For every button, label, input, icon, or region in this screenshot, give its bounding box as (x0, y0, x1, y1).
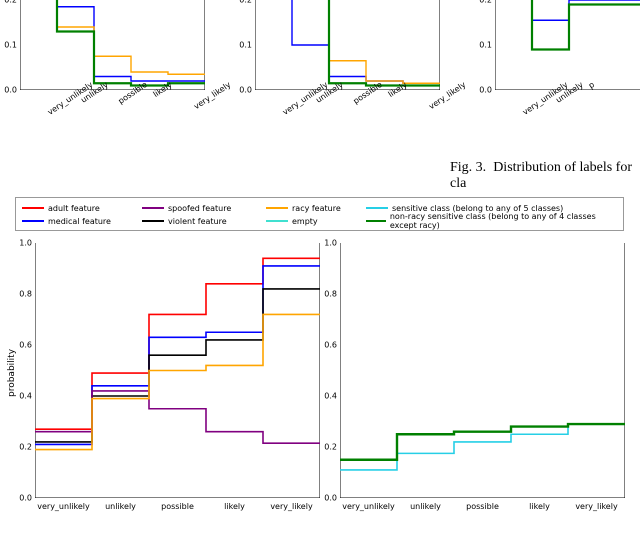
series-medical (495, 0, 640, 20)
series-nonracy (495, 0, 640, 50)
legend-label: spoofed feature (168, 204, 231, 213)
xtick-label: very_likely (427, 80, 467, 111)
ytick-label: 0.2 (324, 443, 340, 452)
xtick-label: unlikely (410, 502, 441, 511)
series-adult (35, 258, 320, 429)
xtick-row: very_unlikelyunlikelypossiblelikelyvery_… (255, 78, 440, 112)
mini-chart-svg (20, 0, 205, 90)
ytick-label: 0.8 (19, 290, 35, 299)
ytick-label: 1.0 (19, 239, 35, 248)
top-panel-1: 0.00.10.2very_unlikelyunlikelypossibleli… (255, 0, 440, 90)
ytick-label: 0.1 (239, 41, 255, 50)
legend-item: racy feature (266, 202, 341, 214)
series-racy (20, 0, 205, 74)
ytick-label: 1.0 (324, 239, 340, 248)
big-chart-svg (35, 243, 320, 498)
xtick-label: possible (161, 502, 194, 511)
ytick-label: 0.1 (4, 41, 20, 50)
xtick-label: likely (529, 502, 550, 511)
ytick-label: 0.6 (324, 341, 340, 350)
figure-caption: Fig. 3. Distribution of labels for cla (450, 160, 640, 192)
xtick-label: p (586, 80, 595, 90)
xtick-label: unlikely (105, 502, 136, 511)
xtick-label: very_likely (575, 502, 617, 511)
ytick-label: 0.1 (479, 41, 495, 50)
legend-item: non-racy sensitive class (belong to any … (366, 215, 623, 227)
xtick-label: very_unlikely (37, 502, 90, 511)
legend-swatch (366, 207, 388, 209)
xtick-label: very_likely (192, 80, 232, 111)
legend-swatch (266, 220, 288, 222)
xtick-label: possible (466, 502, 499, 511)
top-panel-0: 0.00.10.2very_unlikelyunlikelypossibleli… (20, 0, 205, 90)
legend-label: racy feature (292, 204, 341, 213)
legend-label: empty (292, 217, 318, 226)
mini-chart-svg (495, 0, 640, 90)
xtick-row: very_unlikely unlikely possible likely very_… (340, 502, 625, 518)
xtick-label: very_unlikely (342, 502, 395, 511)
xtick-row: very_unlikelyunlikelyp (495, 78, 640, 112)
ytick-label: 0.0 (479, 86, 495, 95)
xtick-label: possible (351, 80, 383, 106)
ytick-label: 0.2 (19, 443, 35, 452)
ytick-label: 0.0 (19, 494, 35, 503)
legend-label: adult feature (48, 204, 100, 213)
legend-box: adult feature medical feature spoofed feat… (15, 197, 624, 231)
legend-swatch (22, 220, 44, 222)
xtick-label: possible (116, 80, 148, 106)
ytick-label: 0.4 (324, 392, 340, 401)
legend-item: empty (266, 215, 318, 227)
legend-swatch (142, 220, 164, 222)
legend-label: non-racy sensitive class (belong to any … (390, 212, 623, 230)
ytick-label: 0.2 (4, 0, 20, 5)
ytick-label: 0.2 (239, 0, 255, 5)
xtick-row: very_unlikely unlikely possible likely very_… (35, 502, 320, 518)
ytick-label: 0.8 (324, 290, 340, 299)
big-panel-1: 0.00.20.40.60.81.0very_unlikelyunlikelyp… (340, 243, 625, 498)
series-nonracy (255, 0, 440, 86)
fig-number: Fig. 3. (450, 160, 486, 175)
ytick-label: 0.0 (4, 86, 20, 95)
xtick-row: very_unlikelyunlikelypossiblelikelyvery_… (20, 78, 205, 112)
series-spoofed (35, 391, 320, 443)
ytick-label: 0.4 (19, 392, 35, 401)
ytick-label: 0.2 (479, 0, 495, 5)
xtick-label: very_likely (270, 502, 312, 511)
big-chart-svg (340, 243, 625, 498)
legend-swatch (366, 220, 386, 222)
y-axis-label: probability (7, 348, 17, 396)
series-racy (255, 0, 440, 83)
series-violent (35, 289, 320, 442)
legend-swatch (142, 207, 164, 209)
legend-label: violent feature (168, 217, 227, 226)
legend-item: medical feature (22, 215, 111, 227)
legend-item: violent feature (142, 215, 227, 227)
series-medical (255, 0, 440, 83)
ytick-label: 0.0 (324, 494, 340, 503)
series-medical (20, 0, 205, 81)
big-panel-0: 0.00.20.40.60.81.0probabilityvery_unlike… (35, 243, 320, 498)
series-nonracy (20, 0, 205, 86)
legend-swatch (22, 207, 44, 209)
ytick-label: 0.0 (239, 86, 255, 95)
xtick-label: likely (224, 502, 245, 511)
legend-item: adult feature (22, 202, 100, 214)
legend-label: medical feature (48, 217, 111, 226)
ytick-label: 0.6 (19, 341, 35, 350)
legend-swatch (266, 207, 288, 209)
xtick-label: likely (151, 80, 173, 99)
mini-chart-svg (255, 0, 440, 90)
xtick-label: likely (386, 80, 408, 99)
top-panel-2: 0.00.10.2very_unlikelyunlikelyp (495, 0, 640, 90)
legend-item: spoofed feature (142, 202, 231, 214)
